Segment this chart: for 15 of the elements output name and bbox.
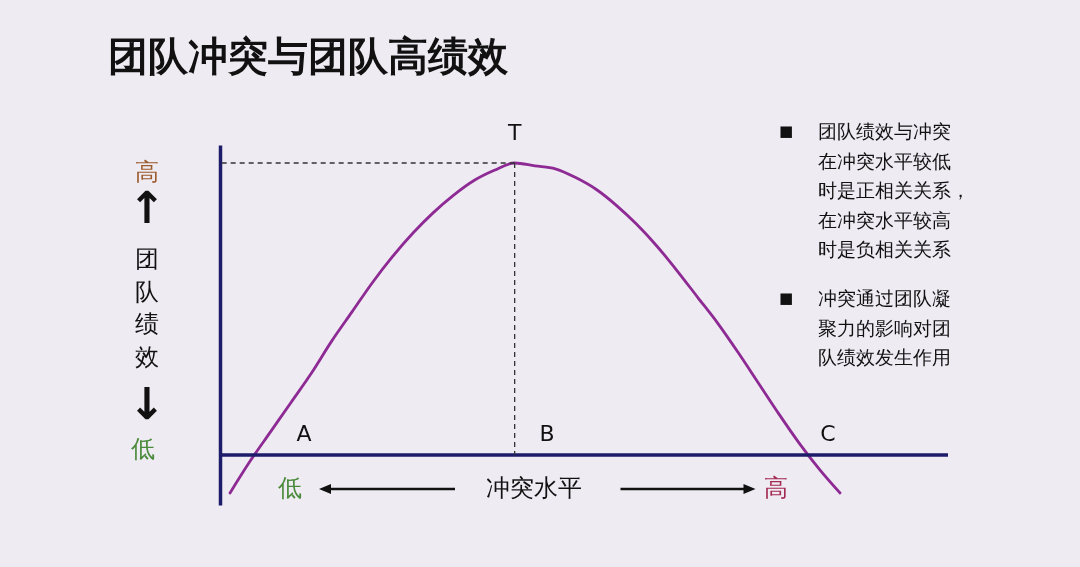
annotation: 团队绩效与冲突在冲突水平较低时是正相关关系，在冲突水平较高时是负相关关系 bbox=[818, 120, 970, 260]
annotation: 冲突通过团队凝聚力的影响对团队绩效发生作用 bbox=[818, 287, 951, 368]
annotation: A bbox=[296, 421, 312, 446]
x-axis-title: 冲突水平 bbox=[486, 474, 582, 502]
annotation: 高 bbox=[764, 474, 788, 502]
text: 低 bbox=[131, 435, 155, 463]
text: ↓ bbox=[128, 378, 166, 429]
y-axis-title: 团队绩效 bbox=[135, 245, 159, 371]
annotation: C bbox=[820, 421, 836, 446]
annotation: B bbox=[539, 421, 555, 446]
chart-title: 团队冲突与团队高绩效 bbox=[108, 32, 509, 79]
annotation: ■ bbox=[778, 289, 794, 307]
text: ■ bbox=[778, 122, 794, 140]
annotation: 低 bbox=[278, 474, 302, 502]
annotation: T bbox=[506, 119, 522, 145]
